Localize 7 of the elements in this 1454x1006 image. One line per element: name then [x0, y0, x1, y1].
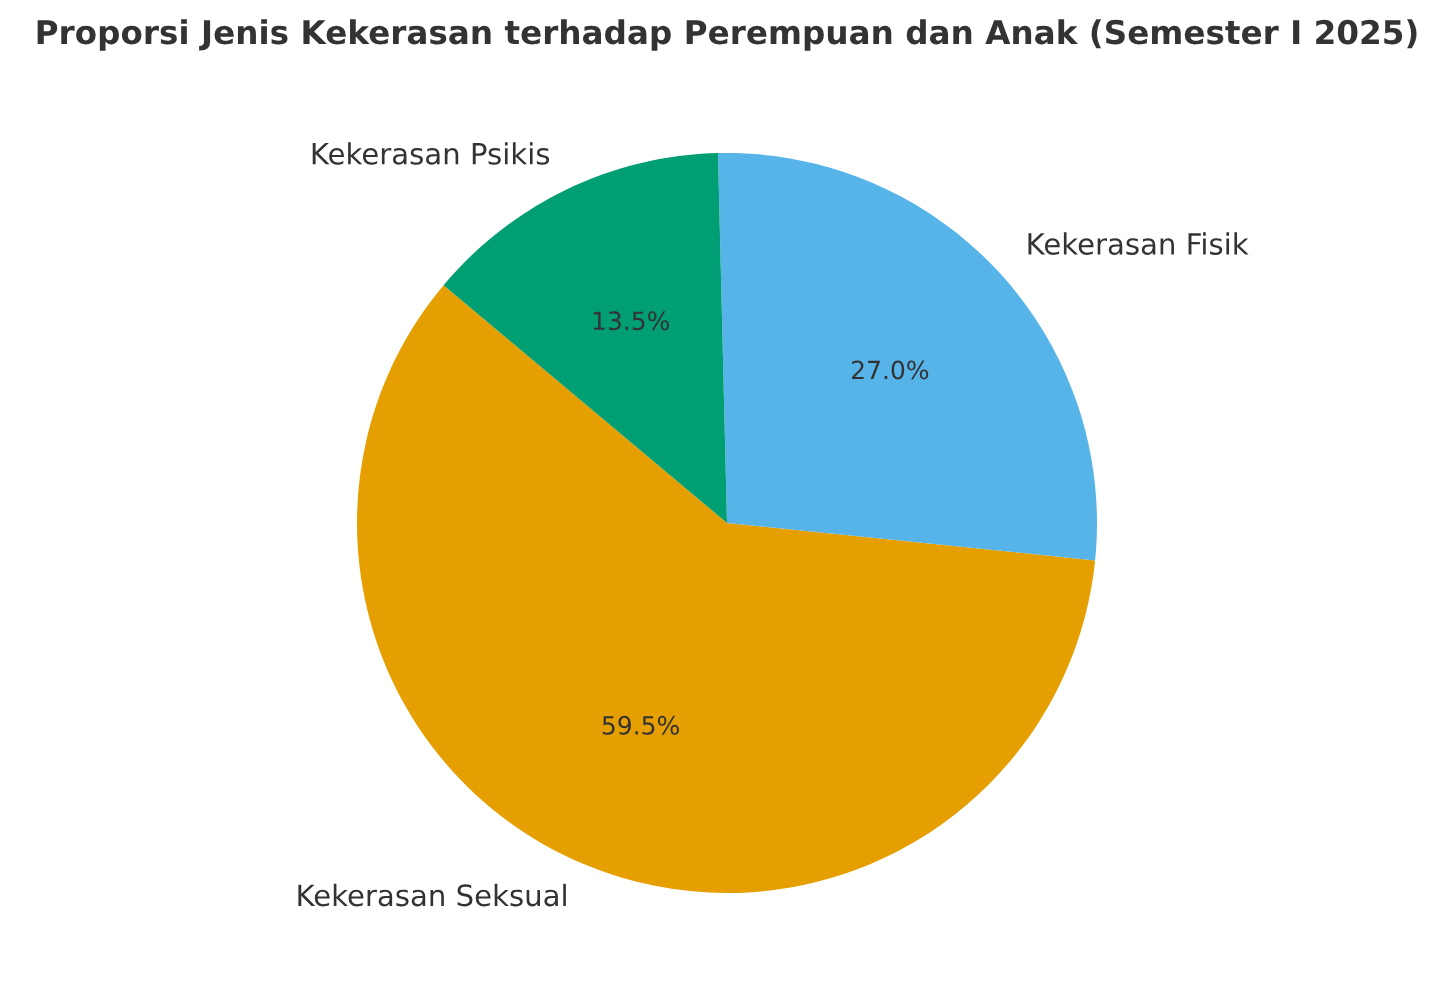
data-label: 13.5%: [593, 311, 670, 331]
slice-label: Kekerasan Psikis: [312, 142, 550, 165]
slice-label: Kekerasan Fisik: [1028, 232, 1249, 255]
slice-label: Kekerasan Seksual: [298, 883, 566, 907]
chart-title: Proporsi Jenis Kekerasan terhadap Perempuan dan Anak (Semester I 2025): [37, 19, 1417, 51]
data-label: 27.0%: [852, 360, 929, 380]
data-label: 59.5%: [602, 715, 679, 735]
